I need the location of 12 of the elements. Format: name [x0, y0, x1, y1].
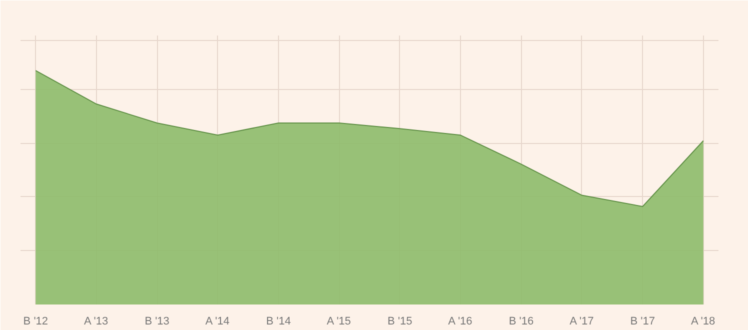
x-tick-label: A '13: [84, 316, 108, 328]
x-tick-label: A '18: [690, 316, 716, 328]
x-tick-label: B '12: [23, 316, 48, 328]
x-tick-label: A '17: [570, 316, 594, 328]
x-tick-label: B '14: [266, 316, 291, 328]
x-tick-label: A '15: [326, 316, 351, 328]
x-tick-label: B '16: [508, 316, 534, 328]
x-tick-label: A '16: [448, 316, 472, 328]
x-tick-label: B '17: [630, 316, 655, 328]
x-tick-label: B '13: [144, 316, 170, 328]
x-tick-label: A '14: [205, 316, 230, 328]
x-tick-label: B '15: [387, 316, 412, 328]
